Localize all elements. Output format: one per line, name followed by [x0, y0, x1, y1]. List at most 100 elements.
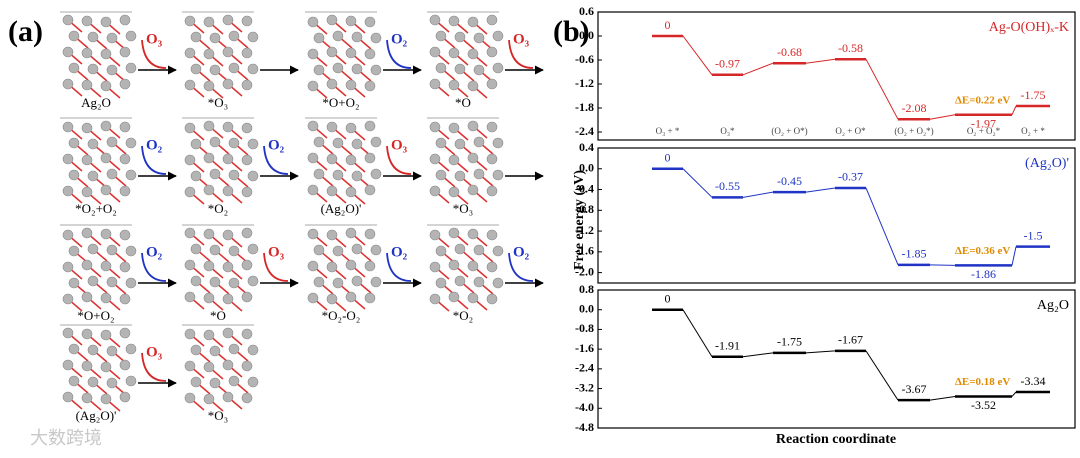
- x-tick-label: O₃*: [720, 126, 735, 136]
- atom: [241, 227, 253, 239]
- atom: [313, 136, 325, 148]
- panel-label: (a): [8, 15, 43, 48]
- atom: [100, 152, 112, 164]
- value-label: -0.68: [777, 45, 802, 59]
- atom: [448, 259, 460, 271]
- atom: [429, 293, 441, 305]
- atom: [307, 184, 319, 196]
- atom: [106, 168, 118, 180]
- atom: [68, 343, 80, 355]
- curved-arrow: [141, 145, 167, 175]
- atom: [351, 31, 363, 43]
- atom: [429, 78, 441, 90]
- atom: [307, 80, 319, 92]
- atom: [492, 62, 504, 74]
- atom: [326, 185, 338, 197]
- atom: [222, 359, 234, 371]
- atom: [62, 121, 74, 133]
- atom: [190, 63, 202, 75]
- annotation: ΔE=0.18 eV: [955, 376, 1010, 388]
- atom: [429, 121, 441, 133]
- y-tick-label: -3.2: [575, 380, 594, 394]
- atom: [364, 228, 376, 240]
- atom: [87, 31, 99, 43]
- y-tick-label: -4.0: [575, 400, 594, 414]
- value-label: -1.67: [838, 333, 863, 347]
- value-label: 0: [665, 151, 671, 165]
- y-tick-label: 0.0: [579, 28, 594, 42]
- atom: [119, 78, 131, 90]
- atom: [448, 154, 460, 166]
- atom: [241, 291, 253, 303]
- atom: [364, 16, 376, 28]
- connector: [805, 350, 836, 354]
- atom: [209, 276, 221, 288]
- value-label: -1.91: [715, 339, 740, 353]
- atom: [119, 185, 131, 197]
- y-tick-label: 0.0: [579, 161, 594, 175]
- x-tick-label: (O₂ + O₂*): [894, 126, 933, 136]
- atom: [307, 152, 319, 164]
- value-label: -1.75: [777, 335, 802, 349]
- atom: [100, 329, 112, 341]
- structure-label: *O₃: [208, 95, 228, 110]
- y-tick-label: -2.4: [575, 361, 594, 375]
- atom: [184, 154, 196, 166]
- curved-arrow: [141, 39, 167, 69]
- panel-label: (b): [553, 15, 590, 48]
- atom: [203, 152, 215, 164]
- reagent-label: O₂: [146, 244, 163, 260]
- atom: [473, 64, 485, 76]
- value-label: -3.67: [902, 382, 927, 396]
- atom: [313, 244, 325, 256]
- atom: [203, 184, 215, 196]
- atom: [222, 121, 234, 133]
- y-tick-label: 0.8: [579, 282, 594, 296]
- atom: [370, 244, 382, 256]
- atom: [351, 275, 363, 287]
- atom: [370, 64, 382, 76]
- curved-arrow: [141, 252, 167, 282]
- atom: [486, 14, 498, 26]
- atom: [241, 392, 253, 404]
- atom: [203, 393, 215, 405]
- atom: [222, 327, 234, 339]
- atom: [100, 120, 112, 132]
- reagent-label: O₂: [391, 244, 408, 260]
- atom: [241, 328, 253, 340]
- atom: [429, 261, 441, 273]
- connector: [682, 309, 713, 358]
- curved-arrow: [508, 252, 534, 282]
- atom: [106, 345, 118, 357]
- atom: [100, 16, 112, 28]
- y-tick-label: -2.4: [575, 124, 594, 138]
- atom: [222, 229, 234, 241]
- atom: [345, 227, 357, 239]
- atom: [190, 275, 202, 287]
- structure-label: *O₂-O₂: [322, 308, 361, 323]
- atom: [81, 291, 93, 303]
- atom: [222, 185, 234, 197]
- atom: [351, 170, 363, 182]
- atom: [435, 137, 447, 149]
- atom: [448, 291, 460, 303]
- atom: [486, 153, 498, 165]
- atom: [209, 136, 221, 148]
- atom: [307, 228, 319, 240]
- structure-label: *O₂: [208, 201, 228, 216]
- atom: [492, 137, 504, 149]
- atom: [473, 136, 485, 148]
- atom: [106, 64, 118, 76]
- atom: [119, 14, 131, 26]
- atom: [326, 46, 338, 58]
- atom: [119, 359, 131, 371]
- structure: [60, 117, 137, 205]
- plot-frame: [597, 289, 1076, 429]
- atom: [81, 15, 93, 27]
- atom: [307, 120, 319, 132]
- atom: [435, 245, 447, 257]
- atom: [87, 376, 99, 388]
- atom: [345, 47, 357, 59]
- atom: [454, 275, 466, 287]
- atom: [345, 154, 357, 166]
